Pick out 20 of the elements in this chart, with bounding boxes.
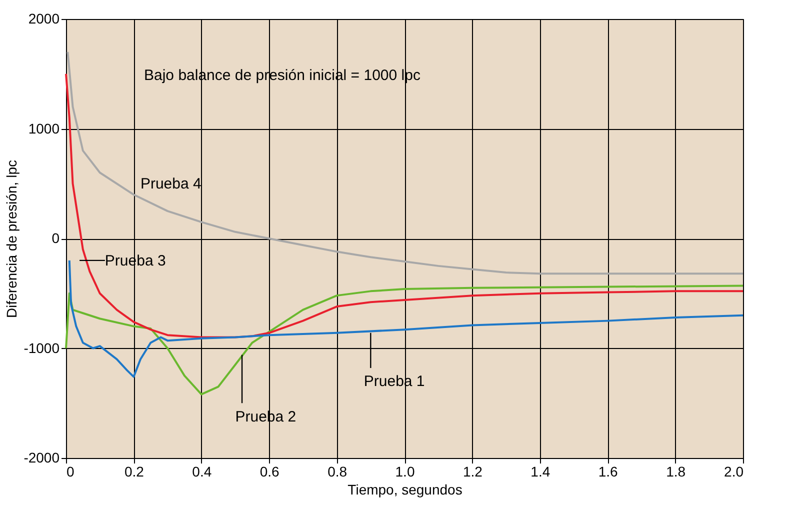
- x-tick-label: 0.6: [260, 464, 280, 480]
- x-tick-label: 1.6: [598, 464, 618, 480]
- y-tick-label: 1000: [28, 120, 60, 136]
- x-tick-label: 2.0: [724, 464, 744, 480]
- x-axis-title: Tiempo, segundos: [348, 482, 462, 498]
- x-tick-label: 0.2: [124, 464, 144, 480]
- y-tick-label: -2000: [24, 450, 60, 466]
- series-label: Prueba 4: [140, 176, 202, 193]
- y-axis-title: Diferencia de presión, lpc: [4, 160, 20, 318]
- line-series: [65, 284, 744, 396]
- x-tick-label: 0.4: [192, 464, 212, 480]
- x-tick-label: 1.0: [395, 464, 415, 480]
- y-tick-label: -1000: [24, 340, 60, 356]
- y-tick-label: 0: [52, 230, 60, 246]
- x-tick-label: 1.2: [462, 464, 483, 480]
- x-tick-label: 1.8: [666, 464, 686, 480]
- x-tick-label: 0.8: [328, 464, 348, 480]
- x-tick-label: 0: [66, 464, 74, 480]
- y-tick-label: 2000: [28, 10, 60, 26]
- x-tick-label: 1.4: [530, 464, 550, 480]
